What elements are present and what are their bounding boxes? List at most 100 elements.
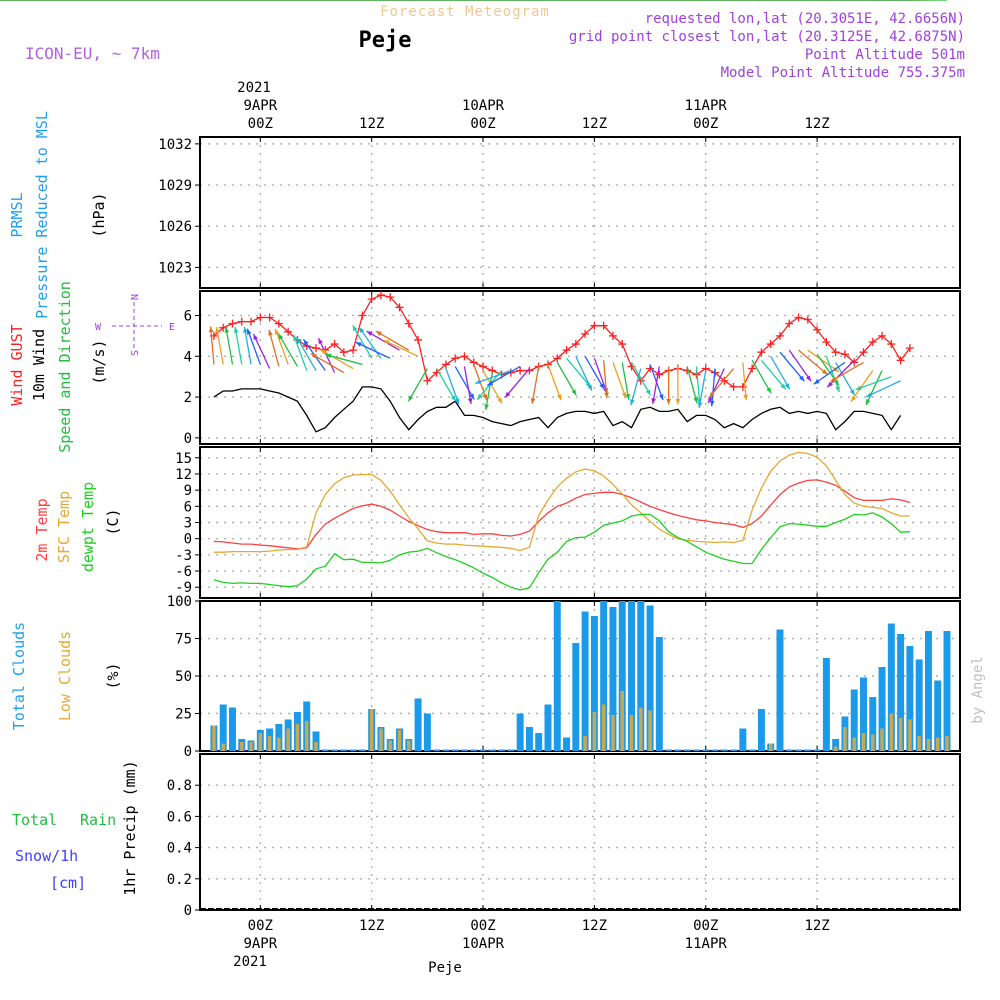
total-cloud-bar <box>460 749 468 751</box>
total-cloud-bar <box>609 607 617 751</box>
panel-frame <box>199 753 961 911</box>
low-cloud-bar <box>388 740 392 751</box>
total-cloud-bar <box>219 704 227 751</box>
low-cloud-bar <box>379 728 383 751</box>
total-cloud-bar <box>628 601 635 751</box>
watermark: by Angel <box>970 656 986 723</box>
wind-arrow <box>445 368 460 405</box>
low-cloud-bar <box>212 725 216 751</box>
ytick-label: 2 <box>184 390 192 406</box>
ytick-label: -6 <box>175 564 192 580</box>
ytick-label: 6 <box>184 308 192 324</box>
wind-arrow <box>383 339 419 357</box>
ytick-label: 0 <box>184 431 192 447</box>
total-cloud-bar <box>525 727 533 751</box>
wind-arrow <box>652 366 660 405</box>
low-cloud-bar <box>240 742 244 751</box>
wind-arrow <box>531 366 540 405</box>
ytick-label: 0 <box>184 744 192 760</box>
top-hour-label: 00Z <box>248 116 273 132</box>
gust-marker <box>441 360 450 369</box>
wind-arrow-head <box>383 340 390 345</box>
ytick-label: 25 <box>175 707 192 723</box>
pressure-unit-label: (hPa) <box>90 192 108 237</box>
t2m-label: 2m Temp <box>33 498 51 561</box>
low-cloud-bar <box>397 730 402 751</box>
top-hour-label: 12Z <box>804 116 829 132</box>
wind-arrow-head <box>571 389 577 396</box>
low-cloud-bar <box>611 715 615 751</box>
bottom-date-label: 10APR <box>462 936 505 952</box>
wind-arrow-head <box>708 396 713 403</box>
gust-marker <box>553 354 562 363</box>
wind-arrow-head <box>658 394 664 401</box>
gust-marker <box>284 327 293 336</box>
wind-arrow <box>566 357 592 388</box>
point-altitude: Point Altitude 501m <box>805 47 965 63</box>
wind-arrow <box>865 370 883 406</box>
wind-arrow-head <box>366 331 373 336</box>
wind-gust-line <box>213 294 911 388</box>
pressure-line <box>214 151 947 277</box>
wind-arrow-head <box>278 333 284 340</box>
chart-title: Forecast Meteogram <box>380 4 550 20</box>
wind-arrow <box>375 330 410 351</box>
wind-gust-label: Wind GUST <box>8 324 26 405</box>
wind-arrow-head <box>865 399 871 405</box>
temp-unit-label: (C) <box>104 508 122 535</box>
cloud-side-labels: Total Clouds Low Clouds (%) <box>10 622 122 730</box>
total-cloud-bar <box>804 749 812 751</box>
wind-arrow <box>686 366 698 404</box>
wind-arrow-head <box>482 394 488 401</box>
low-cloud-bar <box>768 743 773 751</box>
total-cloud-bar <box>665 749 673 751</box>
wind-arrow <box>865 380 901 398</box>
wind-arrow-head <box>587 384 592 391</box>
wind-10m-line <box>213 386 902 433</box>
gust-marker <box>785 319 794 328</box>
gust-marker <box>247 317 256 326</box>
gust-marker <box>479 362 488 371</box>
wind-arrow-head <box>359 327 365 334</box>
ytick-label: 0 <box>184 532 192 548</box>
wind-arrow <box>695 366 701 405</box>
wind-arrow <box>742 362 747 401</box>
wind-arrow-head <box>505 391 511 398</box>
ytick-label: 0.4 <box>167 841 192 857</box>
wind-arrow <box>826 359 855 388</box>
wind-arrow-head <box>303 339 309 346</box>
total-cloud-bar <box>646 605 654 751</box>
total-cloud-bar <box>637 601 645 751</box>
model-altitude: Model Point Altitude 755.375m <box>721 65 965 81</box>
wind-arrow <box>463 366 472 405</box>
grid-point-coords: grid point closest lon,lat (20.3125E, 42… <box>569 29 965 45</box>
low-cloud-bar <box>592 712 597 751</box>
wind-arrow-head <box>268 329 273 336</box>
gust-marker <box>460 352 469 361</box>
requested-coords: requested lon,lat (20.3051E, 42.6656N) <box>645 11 965 27</box>
ytick-label: -9 <box>175 580 192 596</box>
wind-arrow-head <box>827 381 833 388</box>
total-cloud-bar <box>544 704 552 751</box>
top-year-label: 2021 <box>237 80 271 96</box>
wind-arrow <box>835 362 856 396</box>
wind-arrow <box>274 328 289 365</box>
bottom-time-axis: 00Z 12Z 00Z 12Z 00Z 12Z 9APR 10APR 11APR <box>243 918 829 952</box>
gust-marker <box>451 354 460 363</box>
wind-arrow <box>225 326 234 365</box>
wind-arrow-head <box>675 398 681 405</box>
gust-marker <box>414 335 423 344</box>
total-cloud-bar <box>479 749 487 751</box>
wind-arrow <box>850 370 874 403</box>
gust-marker <box>358 311 367 320</box>
ytick-label: 12 <box>175 467 192 483</box>
bottom-year-label: 2021 <box>233 954 267 970</box>
top-time-axis: 00Z 12Z 00Z 12Z 00Z 12Z 9APR 10APR 11APR <box>243 98 829 132</box>
ytick-label: 4 <box>184 349 192 365</box>
prmsl-label: PRMSL <box>8 192 26 237</box>
wind-arrow <box>830 361 864 382</box>
panel-precipitation: 0 0.2 0.4 0.6 0.8 <box>167 753 961 919</box>
wind-arrow-head <box>224 327 230 333</box>
top-date-label: 10APR <box>462 98 505 114</box>
